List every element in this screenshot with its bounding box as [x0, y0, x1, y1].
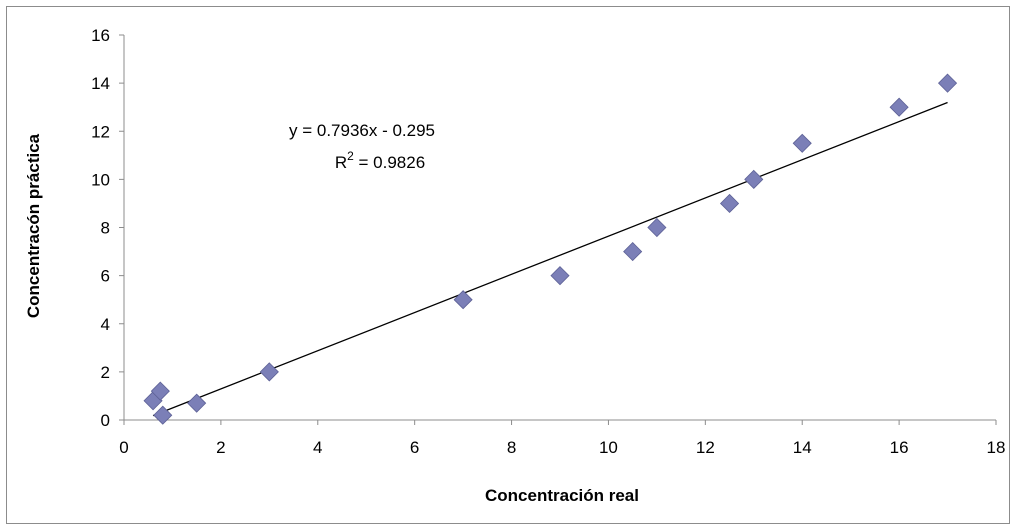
y-tick-label: 10 [91, 170, 110, 189]
y-axis-title: Concentracón práctica [24, 133, 43, 318]
r-squared-prefix: R [335, 153, 347, 172]
x-tick-label: 16 [890, 438, 909, 457]
x-tick-label: 8 [507, 438, 516, 457]
trendline-group [152, 101, 948, 417]
data-point [719, 193, 740, 214]
data-point [453, 290, 473, 310]
data-point [623, 241, 643, 262]
x-tick-label: 14 [793, 438, 812, 457]
x-axis-title: Concentración real [485, 486, 639, 505]
x-tick-label: 4 [313, 438, 322, 457]
x-tick-label: 0 [119, 438, 128, 457]
data-point [744, 169, 764, 189]
y-axis: 0 2 4 6 8 10 12 14 16 [91, 26, 125, 430]
x-axis: 0 2 4 6 8 10 12 14 16 18 [119, 419, 1006, 457]
r-squared-exponent: 2 [347, 149, 354, 163]
data-point [259, 362, 279, 382]
trendline [152, 101, 948, 417]
r-squared-value: = 0.9826 [354, 153, 425, 172]
data-point [153, 405, 173, 425]
data-point [792, 133, 812, 153]
scatter-chart: 0 2 4 6 8 10 12 14 16 0 2 4 6 8 10 12 14 16 18 y = 0.7936… [24, 26, 1006, 505]
x-tick-label: 12 [696, 438, 715, 457]
y-tick-label: 0 [101, 411, 110, 430]
data-point [647, 217, 667, 238]
y-tick-label: 6 [101, 267, 110, 286]
y-tick-label: 4 [101, 315, 110, 334]
y-tick-label: 8 [101, 219, 110, 238]
x-tick-label: 2 [216, 438, 225, 457]
y-tick-label: 2 [101, 363, 110, 382]
data-point [187, 393, 207, 413]
data-points [143, 73, 958, 425]
data-point [889, 97, 909, 117]
x-tick-label: 18 [987, 438, 1006, 457]
data-point [550, 266, 570, 286]
chart-frame: 0 2 4 6 8 10 12 14 16 0 2 4 6 8 10 12 14 16 18 y = 0.7936… [6, 6, 1010, 524]
y-tick-label: 12 [91, 122, 110, 141]
y-tick-label: 14 [91, 74, 110, 93]
trendline-r-squared: R2 = 0.9826 [335, 149, 425, 172]
trendline-equation: y = 0.7936x - 0.295 [289, 121, 435, 140]
x-tick-label: 6 [410, 438, 419, 457]
data-point [937, 73, 958, 93]
data-point [150, 381, 170, 401]
y-tick-label: 16 [91, 26, 110, 45]
x-tick-label: 10 [599, 438, 618, 457]
